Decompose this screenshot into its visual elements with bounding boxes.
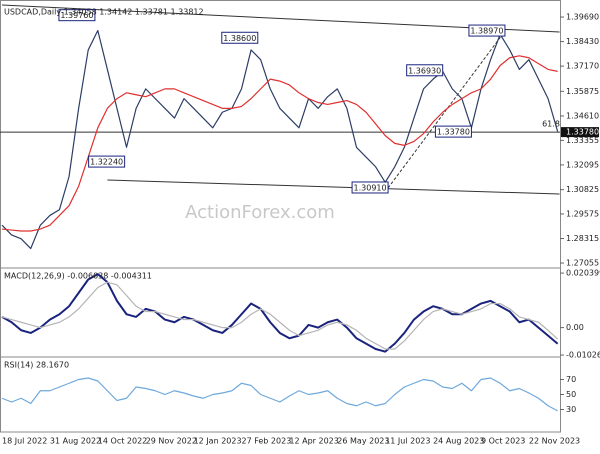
series-line — [1, 273, 559, 353]
fib-note: 61.8 — [542, 120, 560, 129]
y-tick-label: 30 — [566, 405, 576, 414]
annotation-box — [58, 9, 96, 22]
x-tick-label: 26 May 2023 — [337, 437, 389, 446]
x-tick-label: 11 Jul 2023 — [385, 437, 430, 446]
x-tick-label: 27 Feb 2023 — [242, 437, 292, 446]
x-tick-label: 14 Oct 2022 — [98, 437, 147, 446]
y-tick-label: -0.01026 — [566, 351, 600, 360]
x-tick-label: 31 Aug 2022 — [50, 437, 101, 446]
y-tick-label: 1.35875 — [566, 87, 599, 96]
y-tick-label: 1.37170 — [566, 62, 599, 71]
y-tick-label: 1.33355 — [566, 136, 599, 145]
annotation-box — [351, 181, 389, 194]
panel-title: MACD(12,26,9) -0.006038 -0.004311 — [4, 272, 152, 281]
price-tag — [561, 127, 599, 138]
annotation-box — [221, 31, 259, 44]
panel-title: USDCAD,Daily 1.34058 1.34142 1.33781 1.3… — [4, 8, 204, 17]
y-tick-label: 1.30825 — [566, 185, 599, 194]
x-tick-label: 9 Oct 2023 — [481, 437, 525, 446]
annotation-box — [88, 155, 126, 168]
y-tick-label: 1.38430 — [566, 37, 599, 46]
y-tick-label: 1.34610 — [566, 111, 599, 120]
annotation-label: 1.36930 — [408, 66, 441, 75]
annotation-box — [406, 64, 444, 77]
x-tick-label: 29 Nov 2022 — [146, 437, 197, 446]
annotation-box — [434, 125, 472, 138]
annotation-label: 1.38600 — [223, 34, 256, 43]
y-tick-label: 50 — [566, 390, 576, 399]
x-tick-label: 12 Jan 2023 — [194, 437, 242, 446]
annotation-box — [468, 24, 506, 37]
y-tick-label: 1.32095 — [566, 160, 599, 169]
series-line — [1, 29, 559, 250]
series-line — [1, 377, 558, 412]
x-tick-label: 22 Nov 2023 — [529, 437, 580, 446]
x-tick-label: 18 Jul 2022 — [2, 437, 47, 446]
y-tick-label: 1.29575 — [566, 209, 599, 218]
series-line — [1, 281, 559, 350]
y-tick-label: 1.39690 — [566, 13, 599, 22]
annotation-label: 1.32240 — [90, 158, 123, 167]
y-tick-label: 0.020399 — [566, 269, 600, 278]
annotation-label: 1.30910 — [354, 183, 387, 192]
annotation-label: 1.38970 — [470, 27, 503, 36]
y-tick-label: 1.27055 — [566, 259, 599, 268]
x-tick-label: 12 Apr 2023 — [289, 437, 338, 446]
y-tick-label: 1.28315 — [566, 234, 599, 243]
trendline — [107, 179, 560, 195]
x-tick-label: 24 Aug 2023 — [433, 437, 484, 446]
y-tick-label: 0.00 — [566, 323, 584, 332]
panel-title: RSI(14) 28.1670 — [4, 361, 69, 370]
watermark: ActionForex.com — [185, 202, 335, 223]
plot-frame — [0, 0, 561, 433]
price-tag-label: 1.33780 — [566, 128, 599, 137]
annotation-label: 1.33780 — [437, 128, 470, 137]
annotation-label: 1.39760 — [60, 11, 93, 20]
series-line — [1, 55, 558, 232]
y-tick-label: 70 — [566, 375, 576, 384]
